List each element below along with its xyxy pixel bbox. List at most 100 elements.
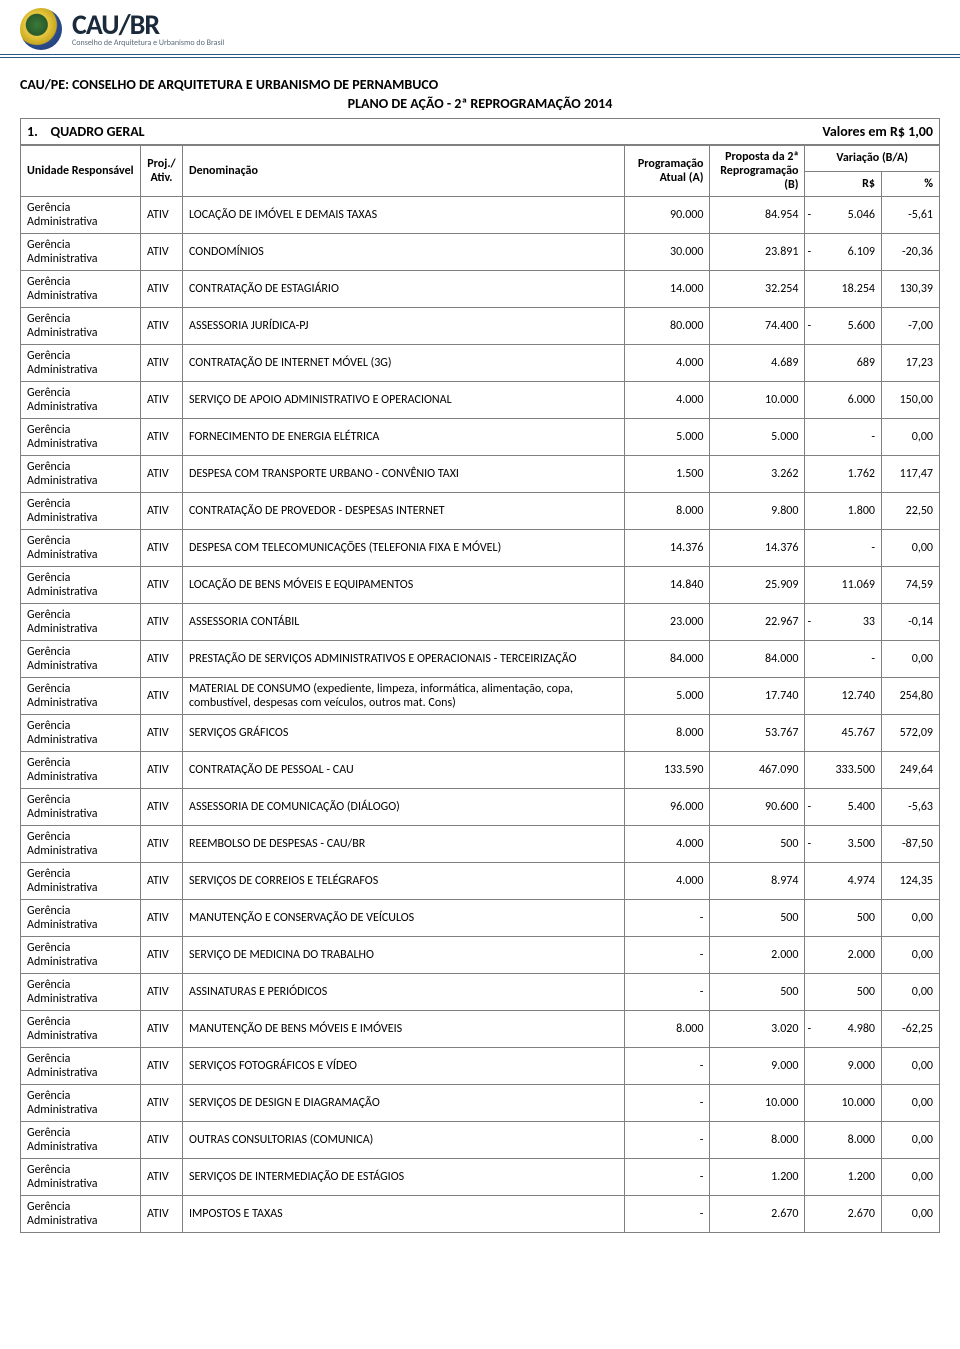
cell-pct: 0,00 (882, 1122, 940, 1159)
cell-unidade: Gerência Administrativa (21, 641, 141, 678)
cell-rs: 4.974 (817, 863, 881, 900)
cell-proj: ATIV (141, 530, 183, 567)
cell-prop: 22.967 (710, 604, 805, 641)
cell-unidade: Gerência Administrativa (21, 567, 141, 604)
table-row: Gerência AdministrativaATIVCONDOMÍNIOS30… (21, 234, 940, 271)
cell-prop: 84.954 (710, 197, 805, 234)
cell-rs: 10.000 (817, 1085, 881, 1122)
cell-denom: PRESTAÇÃO DE SERVIÇOS ADMINISTRATIVOS E … (183, 641, 625, 678)
cell-prog: 5.000 (625, 419, 710, 456)
cell-prog: - (625, 1159, 710, 1196)
table-row: Gerência AdministrativaATIVMATERIAL DE C… (21, 678, 940, 715)
table-head: Unidade Responsável Proj./ Ativ. Denomin… (21, 146, 940, 197)
cell-prop: 90.600 (710, 789, 805, 826)
cell-prog: - (625, 900, 710, 937)
cell-prog: 14.000 (625, 271, 710, 308)
cell-unidade: Gerência Administrativa (21, 530, 141, 567)
cell-denom: FORNECIMENTO DE ENERGIA ELÉTRICA (183, 419, 625, 456)
cell-pct: 0,00 (882, 900, 940, 937)
table-row: Gerência AdministrativaATIVASSESSORIA CO… (21, 604, 940, 641)
cell-prog: - (625, 974, 710, 1011)
cell-pct: -5,61 (882, 197, 940, 234)
cell-pct: -87,50 (882, 826, 940, 863)
cell-prop: 500 (710, 974, 805, 1011)
cell-prop: 500 (710, 826, 805, 863)
table-body: Gerência AdministrativaATIVLOCAÇÃO DE IM… (21, 197, 940, 1233)
cell-neg (805, 974, 817, 1011)
table-row: Gerência AdministrativaATIVDESPESA COM T… (21, 456, 940, 493)
section-label: QUADRO GERAL (51, 123, 145, 140)
cell-rs: 1.762 (817, 456, 881, 493)
cell-proj: ATIV (141, 937, 183, 974)
cell-denom: LOCAÇÃO DE BENS MÓVEIS E EQUIPAMENTOS (183, 567, 625, 604)
cell-rs: 1.800 (817, 493, 881, 530)
cell-prop: 1.200 (710, 1159, 805, 1196)
cell-denom: CONDOMÍNIOS (183, 234, 625, 271)
cell-unidade: Gerência Administrativa (21, 308, 141, 345)
cell-unidade: Gerência Administrativa (21, 974, 141, 1011)
cell-denom: SERVIÇOS DE CORREIOS E TELÉGRAFOS (183, 863, 625, 900)
cell-prop: 53.767 (710, 715, 805, 752)
cell-neg (805, 641, 817, 678)
table-row: Gerência AdministrativaATIVLOCAÇÃO DE IM… (21, 197, 940, 234)
cell-proj: ATIV (141, 382, 183, 419)
cell-prog: 4.000 (625, 826, 710, 863)
cell-unidade: Gerência Administrativa (21, 900, 141, 937)
cell-rs: 11.069 (817, 567, 881, 604)
cell-prog: 8.000 (625, 493, 710, 530)
cell-denom: ASSINATURAS E PERIÓDICOS (183, 974, 625, 1011)
cell-denom: SERVIÇO DE MEDICINA DO TRABALHO (183, 937, 625, 974)
cell-pct: 249,64 (882, 752, 940, 789)
cell-unidade: Gerência Administrativa (21, 382, 141, 419)
cell-neg (805, 863, 817, 900)
table-row: Gerência AdministrativaATIVCONTRATAÇÃO D… (21, 271, 940, 308)
cell-pct: 0,00 (882, 1048, 940, 1085)
cell-unidade: Gerência Administrativa (21, 456, 141, 493)
cell-proj: ATIV (141, 308, 183, 345)
cell-prog: - (625, 1085, 710, 1122)
cell-rs: 18.254 (817, 271, 881, 308)
cell-pct: 0,00 (882, 937, 940, 974)
table-row: Gerência AdministrativaATIVFORNECIMENTO … (21, 419, 940, 456)
values-label: Valores em R$ 1,00 (822, 123, 933, 140)
table-row: Gerência AdministrativaATIVOUTRAS CONSUL… (21, 1122, 940, 1159)
cell-proj: ATIV (141, 1011, 183, 1048)
cell-unidade: Gerência Administrativa (21, 604, 141, 641)
cell-prog: 30.000 (625, 234, 710, 271)
table-row: Gerência AdministrativaATIVMANUTENÇÃO E … (21, 900, 940, 937)
cell-rs: 6.000 (817, 382, 881, 419)
cell-neg (805, 678, 817, 715)
cell-denom: CONTRATAÇÃO DE PROVEDOR - DESPESAS INTER… (183, 493, 625, 530)
cell-proj: ATIV (141, 345, 183, 382)
cell-proj: ATIV (141, 789, 183, 826)
cell-rs: 5.600 (817, 308, 881, 345)
cell-neg (805, 1159, 817, 1196)
cell-prog: - (625, 1196, 710, 1233)
cell-pct: 150,00 (882, 382, 940, 419)
cell-prop: 25.909 (710, 567, 805, 604)
table-row: Gerência AdministrativaATIVMANUTENÇÃO DE… (21, 1011, 940, 1048)
cell-prog: 4.000 (625, 382, 710, 419)
cell-proj: ATIV (141, 1196, 183, 1233)
cell-denom: SERVIÇOS DE DESIGN E DIAGRAMAÇÃO (183, 1085, 625, 1122)
cell-prop: 10.000 (710, 382, 805, 419)
cell-neg (805, 1122, 817, 1159)
cell-prop: 9.800 (710, 493, 805, 530)
table-row: Gerência AdministrativaATIVREEMBOLSO DE … (21, 826, 940, 863)
cell-pct: 17,23 (882, 345, 940, 382)
table-row: Gerência AdministrativaATIVPRESTAÇÃO DE … (21, 641, 940, 678)
table-row: Gerência AdministrativaATIVSERVIÇOS DE C… (21, 863, 940, 900)
cell-pct: -5,63 (882, 789, 940, 826)
cell-neg (805, 715, 817, 752)
section-header: 1. QUADRO GERAL Valores em R$ 1,00 (20, 118, 940, 145)
cell-prog: 96.000 (625, 789, 710, 826)
cell-pct: 74,59 (882, 567, 940, 604)
cell-proj: ATIV (141, 493, 183, 530)
table-row: Gerência AdministrativaATIVIMPOSTOS E TA… (21, 1196, 940, 1233)
table-row: Gerência AdministrativaATIVSERVIÇOS GRÁF… (21, 715, 940, 752)
cell-neg: - (805, 789, 817, 826)
cell-prop: 23.891 (710, 234, 805, 271)
cell-prop: 14.376 (710, 530, 805, 567)
cell-neg (805, 937, 817, 974)
cell-unidade: Gerência Administrativa (21, 752, 141, 789)
